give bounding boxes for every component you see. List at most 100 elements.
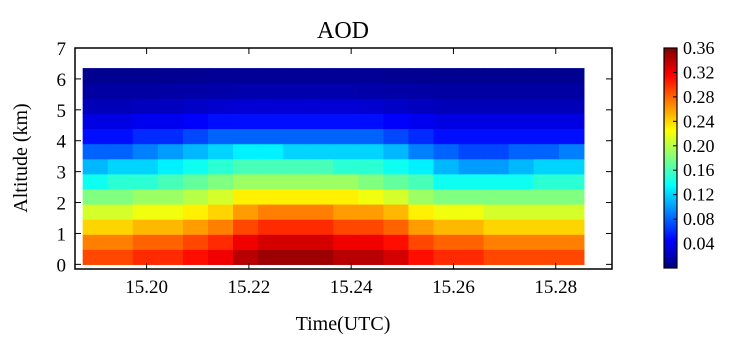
heatmap-cell xyxy=(182,219,209,235)
heatmap-cell xyxy=(333,128,359,145)
heatmap-cell xyxy=(308,68,334,84)
heatmap-cell xyxy=(333,113,359,130)
heatmap-cell xyxy=(483,98,510,114)
heatmap-cell xyxy=(358,68,384,84)
heatmap-cell xyxy=(258,249,284,265)
heatmap-cell xyxy=(207,143,234,160)
heatmap-cell xyxy=(383,249,410,265)
heatmap-cell xyxy=(558,219,585,235)
heatmap-cell xyxy=(308,143,334,160)
heatmap-cell xyxy=(283,98,309,114)
heatmap-cell xyxy=(408,68,435,84)
heatmap-cell xyxy=(258,128,284,145)
heatmap-cell xyxy=(283,219,309,235)
heatmap-cell xyxy=(182,83,209,99)
y-tick-label: 6 xyxy=(57,70,67,91)
heatmap-cell xyxy=(107,68,134,84)
heatmap-cell xyxy=(107,98,134,114)
heatmap-cell xyxy=(132,158,159,175)
colorbar-tick-label: 0.04 xyxy=(683,234,715,254)
heatmap-cell xyxy=(408,158,435,175)
heatmap-cell xyxy=(107,203,134,220)
heatmap-cell xyxy=(157,143,184,160)
heatmap-cell xyxy=(283,203,309,220)
heatmap-cell xyxy=(308,188,334,205)
heatmap-cell xyxy=(433,128,460,145)
heatmap-cell xyxy=(308,83,334,99)
heatmap-cell xyxy=(82,113,109,130)
heatmap-cell xyxy=(458,203,485,220)
heatmap-cell xyxy=(333,98,359,114)
heatmap-cell xyxy=(233,203,259,220)
heatmap-cell xyxy=(433,83,460,99)
heatmap-cell xyxy=(533,143,560,160)
heatmap-cell xyxy=(207,158,234,175)
heatmap-cell xyxy=(157,128,184,145)
heatmap-cell xyxy=(82,234,109,250)
heatmap-cell xyxy=(233,219,259,235)
heatmap-cell xyxy=(283,234,309,250)
heatmap-cell xyxy=(283,143,309,160)
x-tick-label: 15.28 xyxy=(534,277,577,298)
heatmap-cell xyxy=(408,234,435,250)
heatmap-cell xyxy=(458,173,485,190)
heatmap-cell xyxy=(82,98,109,114)
heatmap-cell xyxy=(283,173,309,190)
heatmap-cell xyxy=(283,249,309,265)
heatmap-cell xyxy=(283,128,309,145)
heatmap-cell xyxy=(358,219,384,235)
heatmap-cell xyxy=(182,98,209,114)
heatmap-cell xyxy=(207,83,234,99)
heatmap-cell xyxy=(207,128,234,145)
heatmap-cell xyxy=(383,188,410,205)
heatmap-cell xyxy=(233,128,259,145)
heatmap-cell xyxy=(157,113,184,130)
heatmap-cell xyxy=(408,128,435,145)
colorbar-tick-label: 0.24 xyxy=(683,111,715,131)
heatmap-cell xyxy=(383,98,410,114)
heatmap-cell xyxy=(233,158,259,175)
heatmap-cell xyxy=(508,83,535,99)
heatmap-cell xyxy=(458,68,485,84)
heatmap-cell xyxy=(333,83,359,99)
heatmap-cell xyxy=(258,188,284,205)
heatmap-cell xyxy=(182,113,209,130)
y-axis-label: Altitude (km) xyxy=(10,103,32,212)
heatmap-cell xyxy=(182,203,209,220)
heatmap-cell xyxy=(82,158,109,175)
heatmap-cell xyxy=(107,128,134,145)
heatmap-cell xyxy=(233,173,259,190)
heatmap-cell xyxy=(107,219,134,235)
heatmap-cell xyxy=(358,249,384,265)
heatmap-cell xyxy=(508,219,535,235)
heatmap-cell xyxy=(533,234,560,250)
heatmap-cell xyxy=(107,113,134,130)
heatmap-cell xyxy=(258,98,284,114)
heatmap-cell xyxy=(483,158,510,175)
heatmap-cell xyxy=(82,219,109,235)
heatmap-cell xyxy=(408,188,435,205)
heatmap-cell xyxy=(533,173,560,190)
heatmap-cell xyxy=(308,158,334,175)
heatmap-cell xyxy=(483,234,510,250)
colorbar-tick-label: 0.28 xyxy=(683,87,715,107)
y-tick-label: 5 xyxy=(57,101,67,122)
heatmap-cell xyxy=(207,234,234,250)
heatmap-cell xyxy=(107,234,134,250)
heatmap-cell xyxy=(508,249,535,265)
heatmap-cell xyxy=(82,128,109,145)
heatmap-cell xyxy=(333,203,359,220)
heatmap-cell xyxy=(483,219,510,235)
heatmap-cell xyxy=(308,234,334,250)
x-axis-ticks: 15.20 15.22 15.24 15.26 15.28 xyxy=(125,48,577,298)
heatmap-cell xyxy=(383,173,410,190)
heatmap-cell xyxy=(383,158,410,175)
heatmap-cell xyxy=(408,98,435,114)
heatmap-cell xyxy=(533,158,560,175)
heatmap-cell xyxy=(358,158,384,175)
heatmap-cell xyxy=(82,68,109,84)
heatmap-cell xyxy=(558,188,585,205)
heatmap-cell xyxy=(533,219,560,235)
heatmap-cell xyxy=(283,158,309,175)
